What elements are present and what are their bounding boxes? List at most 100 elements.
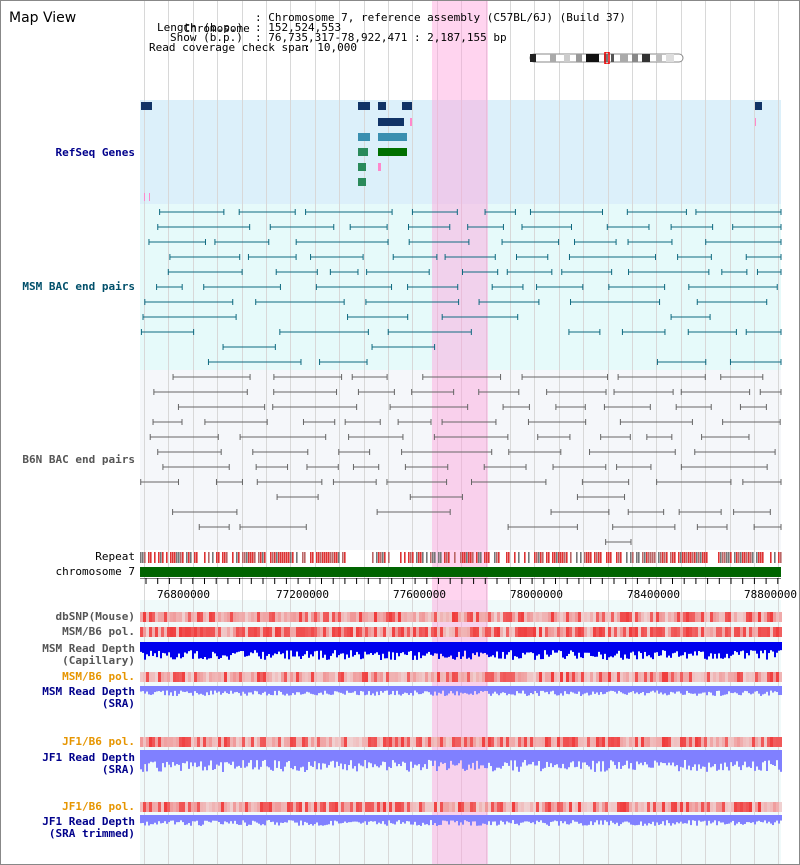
jf1-read-depth-sra-bar xyxy=(648,750,650,768)
jf1-read-depth-trim-bar xyxy=(312,815,314,826)
jf1-read-depth-trim-bar xyxy=(368,815,370,822)
msm-read-depth-capillary-bar xyxy=(592,642,594,657)
jf1-b6-pol-bar xyxy=(461,737,464,747)
msm-b6-pol-sra-bar xyxy=(551,672,554,682)
jf1-read-depth-sra-bar xyxy=(214,750,216,770)
jf1-read-depth-sra-bar xyxy=(324,750,326,764)
jf1-b6-pol-bar xyxy=(740,737,743,747)
jf1-b6-pol-bar xyxy=(425,737,428,747)
msm-b6-pol-sra-bar xyxy=(740,672,743,682)
repeat-element xyxy=(460,552,462,563)
msm-read-depth-sra-bar xyxy=(636,686,638,693)
refseq-genes-label[interactable]: RefSeq Genes xyxy=(55,146,135,159)
msm-read-depth-sra-bar xyxy=(418,686,420,695)
jf1-read-depth-trim-bar xyxy=(216,815,218,821)
msm-read-depth-capillary-bar xyxy=(364,642,366,652)
chromosome-label-track: chromosome 7 xyxy=(55,565,135,578)
jf1-b6-pol-bar xyxy=(272,737,275,747)
jf1-read-depth-sra-bar xyxy=(670,750,672,766)
b6n-bac-end-pairs-label[interactable]: B6N BAC end pairs xyxy=(22,453,135,466)
msm-read-depth-capillary-label[interactable]: MSM Read Depth (Capillary) xyxy=(42,643,135,667)
jf1-b6-pol-bar xyxy=(206,737,209,747)
msm-read-depth-capillary-bar xyxy=(526,642,528,653)
dbsnp-bar xyxy=(422,612,425,622)
axis-tick-label: 78800000 xyxy=(744,588,797,601)
jf1-read-depth-sra-bar xyxy=(466,750,468,770)
dbsnp-bar xyxy=(506,612,509,622)
msm-read-depth-sra-bar xyxy=(290,686,292,696)
dbsnp-bar xyxy=(623,612,626,622)
jf1-read-depth-trim-bar xyxy=(544,815,546,824)
jf1-b6-pol-trim-bar xyxy=(578,802,581,812)
msm-read-depth-capillary-bar xyxy=(170,642,172,658)
jf1-b6-pol-trim-label[interactable]: JF1/B6 pol. xyxy=(62,800,135,813)
msm-b6-pol-bar xyxy=(503,627,506,637)
msm-bac-end-pairs-label[interactable]: MSM BAC end pairs xyxy=(22,280,135,293)
jf1-read-depth-trim-bar xyxy=(452,815,454,821)
msm-b6-pol-bar xyxy=(572,627,575,637)
msm-read-depth-capillary-bar xyxy=(144,642,146,660)
msm-read-depth-sra-label[interactable]: MSM Read Depth (SRA) xyxy=(42,686,135,710)
jf1-read-depth-sra-bar xyxy=(630,750,632,764)
msm-b6-pol-bar xyxy=(227,627,230,637)
jf1-b6-pol-trim-bar xyxy=(275,802,278,812)
msm-read-depth-capillary-bar xyxy=(326,642,328,660)
msm-b6-pol-sra-bar xyxy=(302,672,305,682)
jf1-read-depth-trim-bar xyxy=(262,815,264,825)
jf1-read-depth-trim-bar xyxy=(474,815,476,822)
repeat-element xyxy=(476,552,478,563)
jf1-read-depth-sra-label[interactable]: JF1 Read Depth (SRA) xyxy=(42,752,135,776)
msm-read-depth-capillary-bar xyxy=(332,642,334,654)
msm-read-depth-capillary-bar xyxy=(366,642,368,655)
msm-read-depth-capillary-bar xyxy=(278,642,280,652)
repeat-element xyxy=(742,552,744,563)
jf1-b6-pol-bar xyxy=(608,737,611,747)
jf1-read-depth-sra-bar xyxy=(454,750,456,766)
msm-b6-pol-sra-label[interactable]: MSM/B6 pol. xyxy=(62,670,135,683)
msm-b6-pol-sra-bar xyxy=(275,672,278,682)
repeat-element xyxy=(216,552,218,563)
jf1-read-depth-trim-bar xyxy=(558,815,560,826)
msm-b6-pol-sra-bar xyxy=(515,672,518,682)
msm-b6-pol-bar xyxy=(725,627,728,637)
dbsnp-label[interactable]: dbSNP(Mouse) xyxy=(55,610,135,623)
chromosome-ideogram[interactable] xyxy=(528,52,686,64)
msm-read-depth-capillary-bar xyxy=(256,642,258,653)
jf1-b6-pol-label[interactable]: JF1/B6 pol. xyxy=(62,735,135,748)
jf1-read-depth-trim-bar xyxy=(706,815,708,826)
dbsnp-bar xyxy=(593,612,596,622)
jf1-read-depth-trim-label[interactable]: JF1 Read Depth (SRA trimmed) xyxy=(42,816,135,840)
msm-b6-pol-bar xyxy=(479,627,482,637)
msm-read-depth-capillary-bar xyxy=(238,642,240,652)
jf1-b6-pol-trim-bar xyxy=(638,802,641,812)
repeat-element xyxy=(186,552,188,563)
jf1-b6-pol-trim-bar xyxy=(212,802,215,812)
msm-read-depth-capillary-bar xyxy=(716,642,718,659)
msm-b6-pol-sra-bar xyxy=(401,672,404,682)
dbsnp-bar xyxy=(701,612,704,622)
jf1-read-depth-sra-bar xyxy=(770,750,772,765)
selected-region-highlight[interactable] xyxy=(432,0,488,865)
repeat-element xyxy=(180,552,182,563)
dbsnp-bar xyxy=(317,612,320,622)
msm-b6-pol-label[interactable]: MSM/B6 pol. xyxy=(62,625,135,638)
msm-read-depth-capillary-bar xyxy=(260,642,262,659)
jf1-b6-pol-bar xyxy=(605,737,608,747)
dbsnp-bar xyxy=(149,612,152,622)
msm-b6-pol-bar xyxy=(374,627,377,637)
dbsnp-bar xyxy=(269,612,272,622)
msm-b6-pol-sra-bar xyxy=(737,672,740,682)
jf1-b6-pol-trim-bar xyxy=(611,802,614,812)
jf1-b6-pol-bar xyxy=(542,737,545,747)
msm-b6-pol-bar xyxy=(383,627,386,637)
msm-read-depth-sra-bar xyxy=(274,686,276,691)
msm-read-depth-capillary-bar xyxy=(538,642,540,655)
dbsnp-bar xyxy=(500,612,503,622)
msm-read-depth-capillary-bar xyxy=(288,642,290,660)
msm-read-depth-sra-bar xyxy=(252,686,254,695)
msm-read-depth-sra-bar xyxy=(694,686,696,694)
repeat-element xyxy=(610,552,612,563)
jf1-read-depth-trim-bar xyxy=(592,815,594,826)
dbsnp-bar xyxy=(218,612,221,622)
